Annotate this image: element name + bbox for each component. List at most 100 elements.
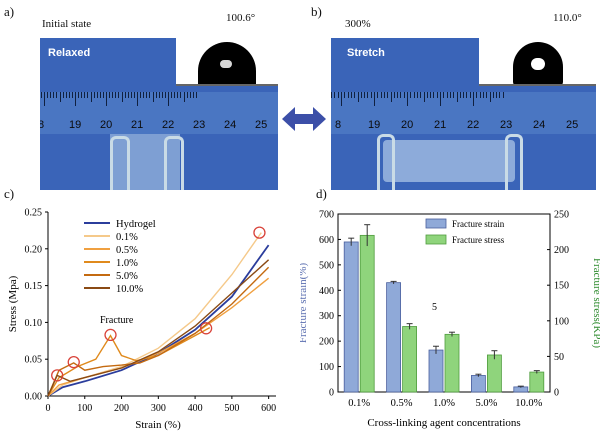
series-line xyxy=(47,244,270,397)
bar xyxy=(486,354,502,393)
y-axis-label: Stress (Mpa) xyxy=(7,275,19,332)
x-tick-label: 5.0% xyxy=(475,398,497,409)
x-tick-label: 500 xyxy=(224,403,239,414)
x-axis-label: Strain (%) xyxy=(135,419,181,431)
y-tick-label-right: 100 xyxy=(554,316,569,327)
ruler-tick xyxy=(68,92,70,98)
ruler-tick xyxy=(152,92,154,102)
legend-swatch xyxy=(425,234,447,245)
ruler-tick xyxy=(416,92,418,98)
ruler-tick xyxy=(65,92,67,98)
ruler-number: 21 xyxy=(131,119,144,131)
ruler-tick xyxy=(387,92,389,98)
ruler-tick xyxy=(413,92,415,98)
ruler-tick xyxy=(456,92,458,102)
y-tick-label-left: 700 xyxy=(319,210,334,221)
y-tick-label-left: 300 xyxy=(319,311,334,322)
ruler-tick xyxy=(370,92,372,98)
ruler-tick xyxy=(466,92,468,98)
ruler-tick xyxy=(374,92,375,106)
x-tick-label: 0.5% xyxy=(391,398,413,409)
ruler-tick xyxy=(397,92,399,98)
ruler-tick xyxy=(121,92,123,102)
ruler-tick xyxy=(380,92,382,98)
ruler-number: 25 xyxy=(566,119,579,131)
ruler-tick xyxy=(84,92,86,98)
ruler-tick xyxy=(337,92,339,98)
panel-label-b: b) xyxy=(311,4,322,19)
x-tick-label: 0 xyxy=(46,403,51,414)
ruler-number: 22 xyxy=(467,119,480,131)
stress-strain-chart: 0 100 200 300 400 500 600 0.00 0.05 0.10 0.15 0.20 0… xyxy=(7,208,276,432)
ruler-tick xyxy=(377,92,379,98)
fracture-point xyxy=(199,322,213,335)
fracture-point xyxy=(67,355,80,369)
y-tick-label-left: 400 xyxy=(319,286,334,297)
ruler-tick xyxy=(62,92,64,98)
ruler-tick xyxy=(44,92,45,106)
legend-swatch xyxy=(425,218,447,229)
ruler-tick xyxy=(486,92,488,98)
state-label: 300% xyxy=(345,18,371,30)
droplet-baseline xyxy=(479,84,596,86)
ruler-tick xyxy=(400,92,402,98)
hydrogel-sample-stretched xyxy=(383,140,515,182)
ruler-tick xyxy=(186,92,188,98)
legend-label: 1.0% xyxy=(116,258,138,269)
ruler-tick xyxy=(473,92,474,106)
fracture-point xyxy=(51,369,64,382)
clamp-left xyxy=(377,134,395,190)
y-axis-label-right: Fracture stress(KPa) xyxy=(591,258,600,348)
contact-angle: 110.0° xyxy=(553,12,582,24)
ruler-tick xyxy=(479,92,481,98)
x-tick-label: 200 xyxy=(114,403,129,414)
ruler-tick xyxy=(390,92,392,102)
contact-angle: 100.6° xyxy=(226,12,256,24)
ruler-tick xyxy=(367,92,369,98)
ruler-number: 19 xyxy=(368,119,381,131)
photo-header xyxy=(40,4,278,38)
ruler-tick xyxy=(75,92,76,106)
ruler-tick xyxy=(87,92,89,98)
ruler-tick xyxy=(168,92,169,106)
ruler-tick xyxy=(189,92,191,98)
ruler-tick xyxy=(99,92,101,98)
clamp-right xyxy=(164,136,184,190)
droplet-highlight xyxy=(220,60,232,68)
ruler-tick xyxy=(127,92,129,98)
ruler-number: 23 xyxy=(193,119,206,131)
ruler-tick xyxy=(158,92,160,98)
panel-label-c: c) xyxy=(4,186,15,201)
ruler-tick xyxy=(430,92,432,98)
x-tick-label: 100 xyxy=(77,403,92,414)
ruler-tick xyxy=(459,92,461,98)
y-axis-label-left: Fracture strain(%) xyxy=(300,263,309,344)
ruler-tick xyxy=(53,92,55,98)
bar xyxy=(402,326,417,393)
ruler-tick xyxy=(423,92,425,102)
ruler-tick xyxy=(137,92,138,106)
ruler-tick xyxy=(143,92,145,98)
plot-frame xyxy=(337,213,551,393)
x-tick-label: 400 xyxy=(188,403,203,414)
ruler-tick xyxy=(436,92,438,98)
legend-label: 0.1% xyxy=(116,232,138,243)
ruler-tick xyxy=(133,92,135,98)
ruler-number: 25 xyxy=(255,119,268,131)
droplet-inset xyxy=(176,38,278,86)
y-tick-label-right: 0 xyxy=(554,388,559,399)
ruler-tick xyxy=(93,92,95,98)
ruler-tick xyxy=(364,92,366,98)
double-arrow-icon xyxy=(282,107,326,131)
legend-label: 5.0% xyxy=(116,271,138,282)
ruler-tick xyxy=(453,92,455,98)
legend-label: 0.5% xyxy=(116,245,138,256)
bar-annotation: 5 xyxy=(432,302,437,313)
ruler-tick xyxy=(47,92,49,98)
fracture-bar-chart: 0 100 200 300 400 500 600 700 0 50 100 150 200 250 0.1… xyxy=(300,210,600,430)
series-line xyxy=(47,232,262,397)
ruler-tick xyxy=(354,92,356,98)
fracture-point xyxy=(104,328,117,342)
y-tick-label-left: 100 xyxy=(319,362,334,373)
ruler-number: 22 xyxy=(162,119,175,131)
